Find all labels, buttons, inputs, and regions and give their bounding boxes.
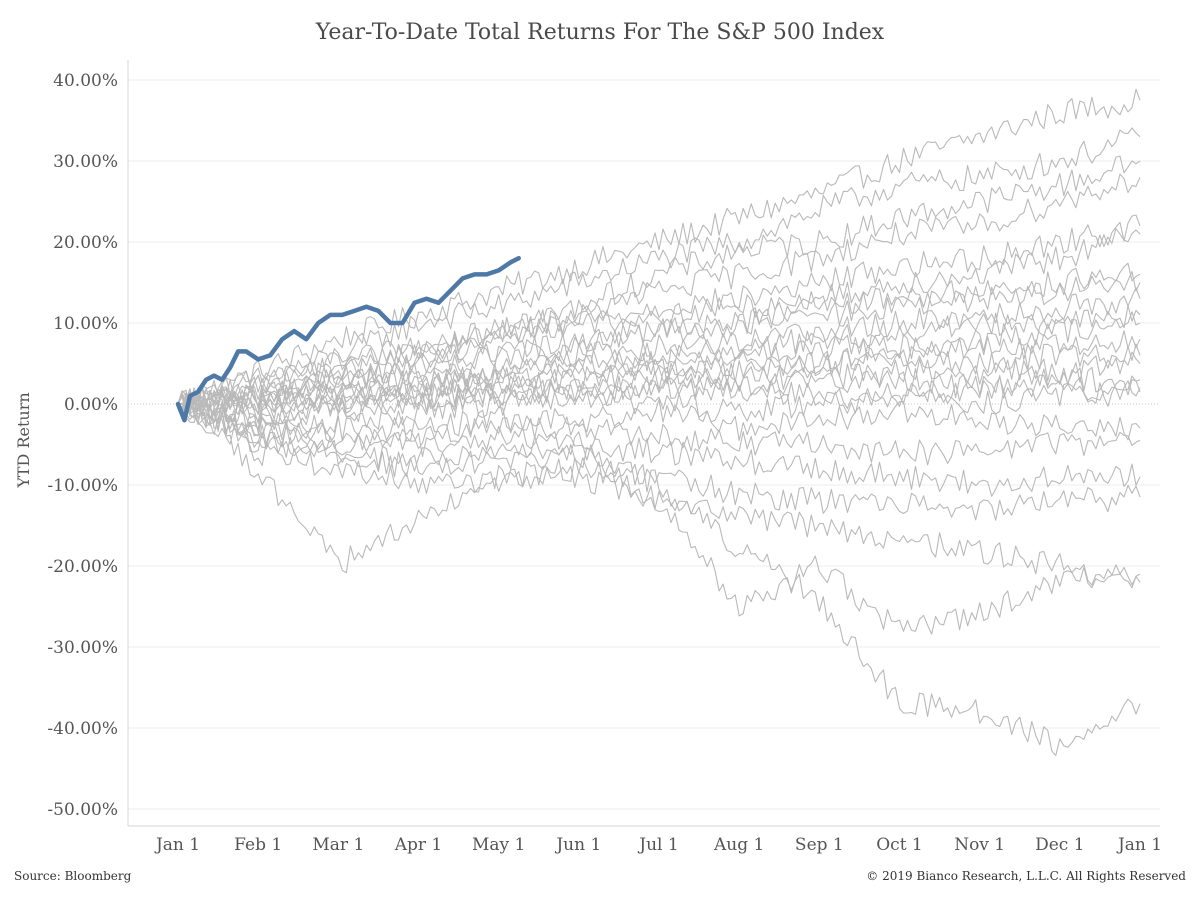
x-tick-label: Apr 1 [394, 835, 443, 855]
x-tick-label: Dec 1 [1035, 835, 1084, 855]
x-tick-label: Feb 1 [234, 835, 282, 855]
history-series-line [177, 228, 1141, 411]
y-tick-label: -30.00% [47, 638, 118, 658]
history-series-line [177, 311, 1141, 415]
history-series-line [177, 395, 1141, 466]
y-tick-label: -40.00% [47, 719, 118, 739]
highlight-series-group [175, 255, 521, 423]
y-tick-label: 10.00% [53, 314, 118, 334]
history-series-line [177, 379, 1141, 440]
y-tick-label: -10.00% [47, 476, 118, 496]
history-series-line [177, 262, 1141, 412]
x-tick-labels: Jan 1 Feb 1 Mar 1 Apr 1 May 1 Jun 1 Jul 1 Aug 1… [154, 835, 1162, 855]
y-tick-label: 40.00% [53, 71, 118, 91]
history-series-line [177, 398, 1141, 448]
history-series-line [177, 287, 1141, 424]
x-tick-label: Aug 1 [713, 835, 764, 855]
history-series-line [177, 271, 1141, 405]
copyright-note: © 2019 Bianco Research, L.L.C. All Right… [866, 869, 1186, 883]
history-series-line [177, 155, 1141, 411]
history-series-line [177, 397, 1141, 757]
x-tick-label: Sep 1 [795, 835, 844, 855]
history-series-line [177, 304, 1141, 417]
source-note: Source: Bloomberg [14, 869, 132, 883]
x-tick-label: Jul 1 [637, 835, 678, 855]
history-series-line [177, 397, 1141, 635]
x-tick-label: Jan 1 [1116, 835, 1162, 855]
history-series-line [177, 173, 1141, 412]
history-series-group [177, 88, 1141, 757]
x-tick-label: Jan 1 [154, 835, 200, 855]
y-tick-label: -20.00% [47, 557, 118, 577]
chart-title: Year-To-Date Total Returns For The S&P 5… [315, 20, 885, 45]
x-tick-label: Oct 1 [876, 835, 923, 855]
y-tick-label: 30.00% [53, 152, 118, 172]
history-series-line [177, 127, 1141, 415]
y-tick-label: -50.00% [47, 800, 118, 820]
x-tick-label: Mar 1 [312, 835, 364, 855]
y-tick-label: 20.00% [53, 233, 118, 253]
axes [127, 60, 1160, 827]
x-tick-label: Jun 1 [554, 835, 601, 855]
y-axis-label: YTD Return [14, 392, 33, 488]
highlight-series-line [175, 255, 521, 423]
history-series-line [177, 88, 1141, 409]
y-tick-label: 0.00% [64, 395, 118, 415]
history-series-line [177, 403, 1141, 497]
history-series-line [177, 403, 1141, 521]
history-series-line [177, 342, 1141, 413]
history-series-line [177, 374, 1141, 431]
history-series-line [177, 397, 1141, 586]
x-tick-label: May 1 [472, 835, 525, 855]
x-tick-label: Nov 1 [954, 835, 1005, 855]
history-series-line [177, 214, 1141, 411]
history-series-line [177, 366, 1141, 415]
y-tick-labels: 40.00% 30.00% 20.00% 10.00% 0.00% -10.00% -20.… [47, 71, 118, 820]
